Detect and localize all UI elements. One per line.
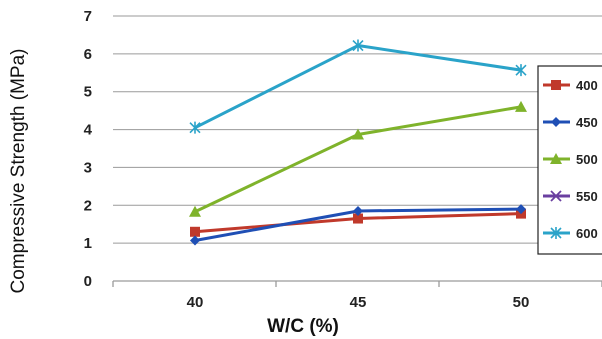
- legend: 400 450 500 550 600: [537, 65, 602, 255]
- data-point: [190, 226, 200, 237]
- legend-item-450: 450: [543, 115, 598, 130]
- y-tick-label: 3: [84, 159, 92, 176]
- data-point: [516, 204, 526, 215]
- y-tick-label: 2: [84, 197, 92, 214]
- data-point: [352, 39, 364, 52]
- legend-swatch-marker: [550, 153, 562, 164]
- series-450: [190, 204, 526, 246]
- y-tick-label: 6: [84, 46, 92, 63]
- y-tick-label: 5: [84, 84, 92, 101]
- data-point: [352, 128, 364, 140]
- y-tick-label: 4: [84, 122, 93, 139]
- x-tick-label: 50: [513, 294, 530, 311]
- y-tick-label: 7: [84, 8, 92, 25]
- y-tick-labels: 0 1 2 3 4 5 6 7: [84, 8, 93, 290]
- data-point: [189, 121, 201, 134]
- x-axis-title: W/C (%): [267, 316, 339, 337]
- series-500: [189, 100, 527, 217]
- x-tick-label: 45: [350, 294, 367, 311]
- axes: [112, 280, 602, 287]
- legend-swatch-marker: [551, 80, 561, 90]
- legend-item-600: 600: [543, 226, 598, 241]
- x-tick-label: 40: [187, 294, 204, 311]
- y-tick-label: 0: [84, 273, 92, 290]
- x-tick-labels: 40 45 50: [187, 294, 530, 311]
- legend-label: 550: [576, 189, 598, 204]
- series-lines: [189, 39, 527, 246]
- legend-label: 450: [576, 115, 598, 130]
- series-600: [189, 39, 527, 134]
- data-point: [515, 100, 527, 112]
- y-tick-label: 1: [84, 235, 92, 252]
- legend-swatch-marker: [550, 190, 562, 202]
- legend-item-550: 550: [543, 189, 598, 204]
- data-point: [515, 64, 527, 77]
- legend-label: 400: [576, 78, 598, 93]
- series-line: [194, 105, 522, 214]
- legend-label: 600: [576, 226, 598, 241]
- data-point: [189, 205, 201, 217]
- legend-swatch-marker: [550, 227, 562, 239]
- legend-swatch-marker: [551, 117, 561, 127]
- legend-label: 500: [576, 152, 598, 167]
- legend-item-500: 500: [543, 152, 598, 167]
- y-axis-title: Compressive Strength (MPa): [8, 49, 29, 294]
- data-point: [353, 205, 363, 216]
- data-point: [190, 235, 200, 246]
- legend-item-400: 400: [543, 78, 598, 93]
- data-point: [353, 213, 363, 224]
